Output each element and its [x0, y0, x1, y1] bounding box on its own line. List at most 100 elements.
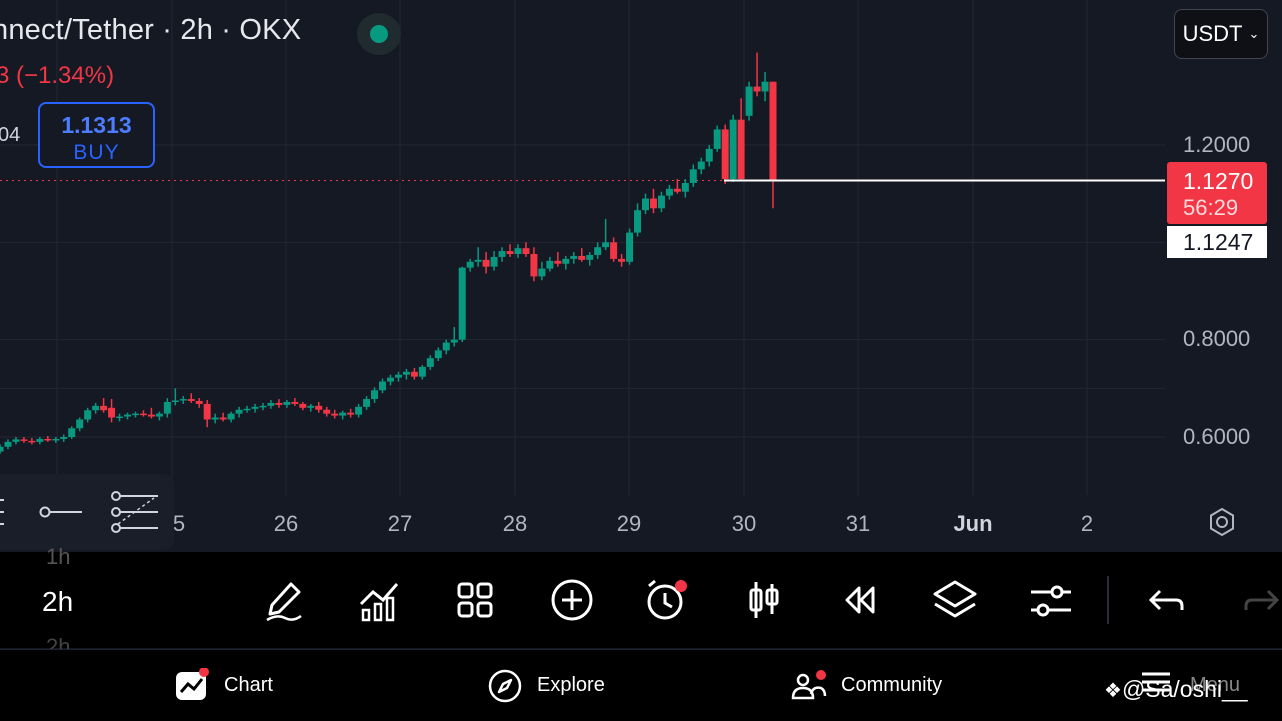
candle-body [331, 413, 339, 416]
timeframe-option[interactable]: 1h [46, 544, 71, 569]
nav-explore-label: Explore [537, 674, 605, 696]
watermark-text: @Sa/oshi__ [1121, 676, 1248, 702]
price-axis-label: 1.2000 [1183, 132, 1251, 157]
toolbar-divider [1107, 576, 1109, 624]
candle-body [418, 366, 426, 377]
live-dot-icon [370, 25, 388, 43]
candle-body [681, 182, 689, 192]
nav-menu-label[interactable]: Menu [1190, 674, 1241, 696]
candle-body [379, 381, 387, 391]
candles-icon[interactable] [740, 576, 788, 624]
candle-body [315, 405, 323, 410]
candle-body [147, 414, 155, 417]
buy-button[interactable]: 1.1313 BUY [38, 102, 155, 168]
candle-body [386, 377, 394, 382]
menu-icon[interactable] [1140, 670, 1172, 694]
candle-body [36, 438, 44, 442]
candle-body [211, 417, 219, 420]
layers-icon[interactable] [931, 576, 979, 624]
candle-body [76, 419, 84, 429]
candle-body [219, 417, 227, 420]
candle-body [466, 261, 474, 268]
drawing-quick-panel [0, 474, 174, 550]
currency-select[interactable]: USDT ⌄ [1174, 9, 1268, 59]
partial-tool-icon[interactable] [0, 494, 8, 530]
candle-body [586, 254, 594, 260]
candle-body [100, 405, 108, 411]
candle-body [649, 198, 657, 209]
time-axis-label: 31 [845, 511, 871, 536]
grid-icon[interactable] [451, 576, 499, 624]
candle-body [458, 267, 466, 340]
candlestick-chart[interactable] [0, 0, 1282, 552]
candle-body [44, 438, 52, 441]
candle-body [546, 260, 554, 269]
replay-icon[interactable] [835, 576, 883, 624]
time-axis-label: 30 [731, 511, 757, 536]
add-icon[interactable] [548, 576, 596, 624]
candle-body [410, 371, 418, 377]
candle-body [602, 242, 610, 248]
candle-body [634, 210, 642, 233]
candle-body [243, 408, 251, 411]
candle-body [530, 254, 538, 277]
community-icon [791, 669, 827, 699]
candle-body [92, 405, 100, 411]
settings-sliders-icon[interactable] [1027, 576, 1075, 624]
chart-area[interactable] [0, 0, 1282, 552]
candle-body [562, 258, 570, 264]
candle-body [291, 401, 299, 404]
candle-body [434, 350, 442, 359]
candle-body [610, 242, 618, 259]
price-axis-label: 0.6000 [1183, 424, 1251, 449]
candle-body [769, 81, 777, 181]
nav-explore[interactable]: Explore [487, 650, 605, 721]
time-axis-label: 2 [1080, 511, 1094, 536]
candle-body [259, 405, 267, 408]
watermark: ❖@Sa/oshi__ [1104, 676, 1248, 703]
axis-settings-icon[interactable] [1206, 506, 1238, 538]
nav-community[interactable]: Community [791, 650, 942, 721]
candle-body [195, 400, 203, 404]
candle-body [12, 439, 20, 442]
candle-body [673, 188, 681, 192]
candle-body [705, 148, 713, 162]
redo-icon[interactable] [1240, 576, 1282, 624]
candle-body [307, 405, 315, 408]
indicators-icon[interactable] [355, 576, 403, 624]
candle-body [68, 428, 76, 437]
candle-body [657, 195, 665, 209]
candle-body [187, 399, 195, 401]
chart-toolbar [0, 552, 1282, 648]
candle-body [618, 258, 626, 262]
candle-body [155, 413, 163, 417]
candle-body [347, 412, 355, 415]
candle-body [52, 438, 60, 441]
bar-countdown: 56:29 [1183, 195, 1239, 220]
candle-body [522, 248, 530, 255]
pen-icon[interactable] [261, 576, 309, 624]
nav-chart[interactable]: Chart [174, 650, 273, 721]
candle-body [283, 401, 291, 405]
alarm-icon[interactable] [643, 576, 691, 624]
candle-body [394, 374, 402, 378]
candle-body [641, 198, 649, 211]
last-price: 1.1270 [1183, 168, 1254, 194]
candle-body [626, 232, 634, 262]
candle-body [4, 441, 12, 447]
candle-body [570, 255, 578, 259]
symbol-title[interactable]: nnect/Tether · 2h · OKX [0, 14, 302, 46]
time-axis-label: 5 [172, 511, 186, 536]
candle-body [538, 268, 546, 277]
candle-body [450, 339, 458, 343]
time-axis-label: 29 [616, 511, 642, 536]
candle-body [721, 129, 729, 180]
candle-body [594, 247, 602, 255]
market-status-indicator[interactable] [357, 13, 401, 55]
horizontal-ray-icon[interactable] [38, 502, 84, 522]
candle-body [665, 188, 673, 196]
timeframe-selected[interactable]: 2h [42, 586, 74, 617]
fib-retracement-icon[interactable] [110, 490, 160, 534]
candle-body [498, 251, 506, 257]
undo-icon[interactable] [1140, 576, 1188, 624]
